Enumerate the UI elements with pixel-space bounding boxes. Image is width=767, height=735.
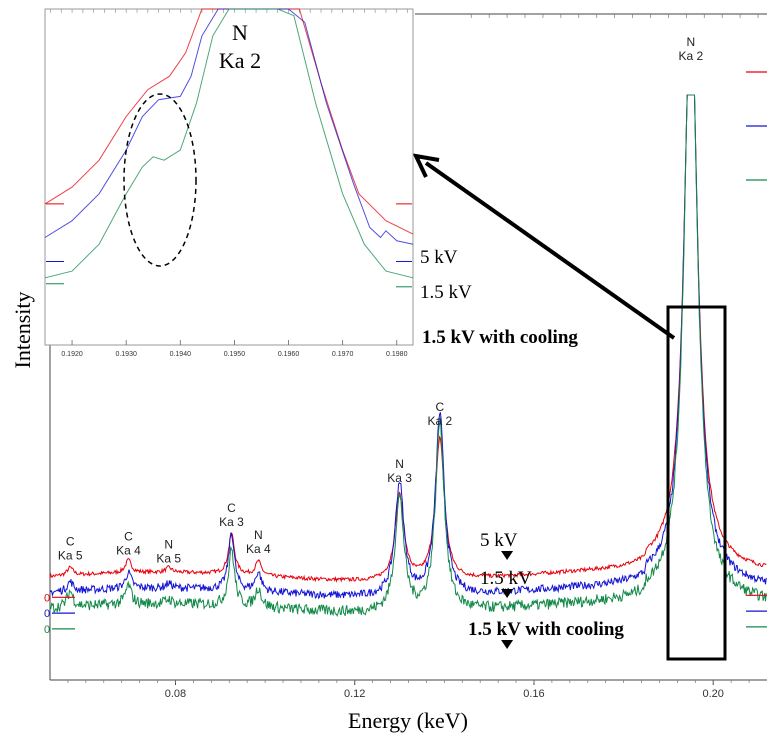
zoom-region-box: [666, 305, 727, 661]
peak-label-line: Ka 2: [678, 49, 703, 63]
series-zero-label: 0: [44, 608, 50, 620]
peak-label-element: N: [686, 35, 695, 49]
inset-x-tick-label: 0.1960: [278, 351, 300, 358]
peak-label-line: Ka 2: [428, 414, 453, 428]
y-axis-label: Intensity: [10, 292, 35, 369]
series-zero-label: 0: [44, 592, 50, 604]
inset-x-tick-label: 0.1920: [61, 351, 83, 358]
main-x-tick-label: 0.20: [703, 688, 724, 700]
inset-x-ticks: 0.1920 0.1930 0.1940 0.1950 0.1960 0.1970 0.19…: [61, 340, 408, 358]
series-zero-label: 0: [44, 624, 50, 636]
peak-label-element: C: [66, 534, 75, 548]
x-axis-label: Energy (keV): [348, 708, 468, 733]
inset-series-line-1: [44, 8, 414, 235]
zoom-arrow-head: [412, 153, 440, 178]
peak-label-line: Ka 3: [219, 515, 244, 529]
inset-series-label: 1.5 kV: [420, 282, 472, 303]
main-x-tick-label: 0.16: [523, 688, 544, 700]
peak-label-line: Ka 3: [387, 471, 412, 485]
peak-label-line: Ka 4: [116, 544, 141, 558]
inset-series-line-3: [44, 8, 414, 279]
shoulder-ellipse: [123, 93, 197, 267]
peak-label-line: Ka 4: [246, 542, 271, 556]
peak-label-element: C: [124, 530, 133, 544]
peak-label-line: Ka 5: [156, 552, 181, 566]
series-marker-triangle: [501, 551, 514, 560]
main-x-tick-label: 0.12: [344, 688, 365, 700]
peak-label-line: Ka 5: [58, 548, 83, 562]
inset-x-tick-label: 0.1970: [332, 351, 354, 358]
peak-label-element: N: [254, 528, 263, 542]
zoom-arrow-line: [424, 161, 676, 340]
series-marker-label: 1.5 kV: [480, 568, 532, 589]
peak-label-element: N: [164, 538, 173, 552]
series-markers: 5 kV 1.5 kV 1.5 kV with cooling: [468, 530, 624, 649]
series-marker-label: 1.5 kV with cooling: [468, 619, 624, 640]
inset-panel: 0.1920 0.1930 0.1940 0.1950 0.1960 0.1970 0.19…: [44, 8, 414, 358]
peak-label-element: C: [227, 501, 236, 515]
inset-title-line2: Ka 2: [219, 48, 261, 73]
main-legend: 0 0 0: [44, 71, 767, 636]
series-line-2: [49, 94, 767, 600]
inset-x-tick-label: 0.1930: [115, 351, 137, 358]
main-x-ticks: 0.08 0.12 0.16 0.20: [67, 14, 759, 700]
inset-title-line1: N: [232, 20, 248, 45]
main-x-tick-label: 0.08: [165, 688, 186, 700]
peak-label-element: C: [436, 400, 445, 414]
peak-label-element: N: [395, 457, 404, 471]
series-marker-triangle: [501, 589, 514, 598]
series-line-3: [49, 94, 767, 617]
main-series-group: [49, 94, 767, 617]
inset-top-ticks: [50, 9, 408, 13]
inset-x-tick-label: 0.1950: [224, 351, 246, 358]
inset-x-tick-label: 0.1940: [170, 351, 192, 358]
inset-series-labels: 5 kV 1.5 kV 1.5 kV with cooling: [420, 247, 578, 348]
inset-x-tick-label: 0.1980: [386, 351, 408, 358]
series-line-1: [49, 94, 767, 583]
series-marker-label: 5 kV: [480, 530, 518, 551]
series-marker-triangle: [501, 640, 514, 649]
inset-series-label: 5 kV: [420, 247, 458, 268]
inset-series-label: 1.5 kV with cooling: [422, 327, 578, 348]
